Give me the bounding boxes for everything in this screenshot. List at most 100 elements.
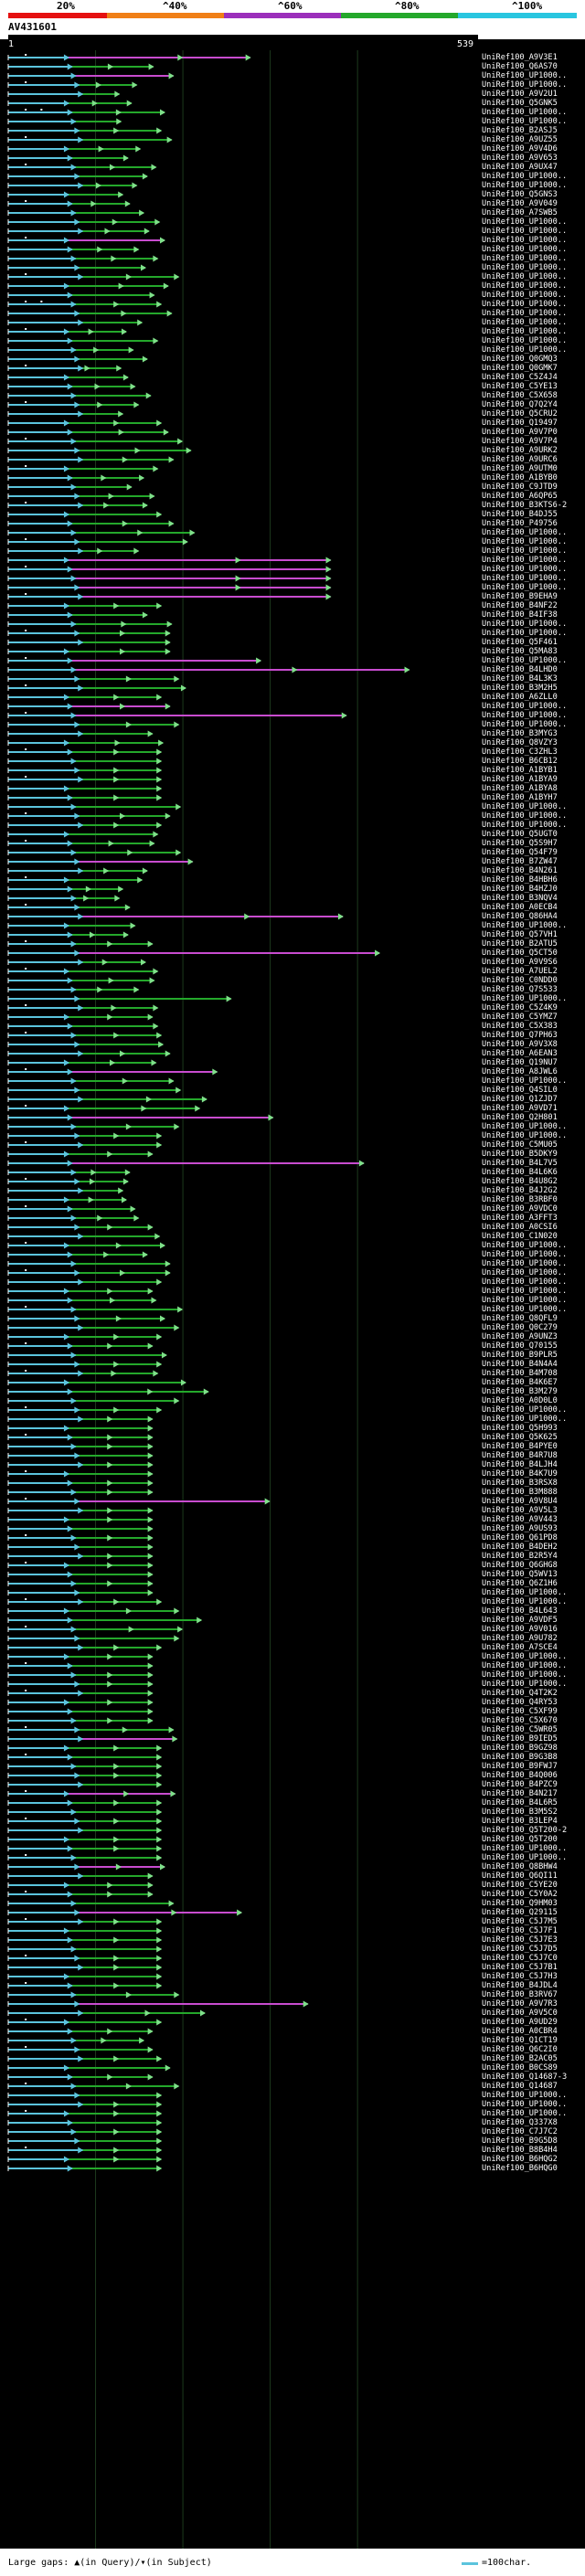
hit-label[interactable]: UniRef100_C5J7C0 (482, 1954, 558, 1963)
hit-label[interactable]: UniRef100_B9FWJ7 (482, 1762, 558, 1771)
hit-label[interactable]: UniRef100_C5Z4J4 (482, 373, 558, 382)
hit-label[interactable]: UniRef100_UP1000.. (482, 1670, 568, 1680)
hit-label[interactable]: UniRef100_B3M279 (482, 1387, 558, 1396)
hit-label[interactable]: UniRef100_C5J7E3 (482, 1935, 558, 1945)
hit-label[interactable]: UniRef100_UP1000.. (482, 546, 568, 556)
hit-label[interactable]: UniRef100_A9URK2 (482, 446, 558, 455)
hit-label[interactable]: UniRef100_C5X383 (482, 1022, 558, 1031)
hit-label[interactable]: UniRef100_UP1000.. (482, 821, 568, 830)
hit-label[interactable]: UniRef100_Q5T200 (482, 1835, 558, 1844)
hit-label[interactable]: UniRef100_UP1000.. (482, 565, 568, 574)
hit-label[interactable]: UniRef100_B4M708 (482, 1369, 558, 1378)
hit-label[interactable]: UniRef100_UP1000.. (482, 245, 568, 254)
hit-label[interactable]: UniRef100_B3KTS6-2 (482, 501, 568, 510)
hit-label[interactable]: UniRef100_Q0GMK7 (482, 364, 558, 373)
hit-label[interactable]: UniRef100_B3RV67 (482, 1990, 558, 1999)
hit-label[interactable]: UniRef100_Q7S533 (482, 985, 558, 994)
hit-label[interactable]: UniRef100_UP1000.. (482, 1597, 568, 1606)
hit-label[interactable]: UniRef100_B4J2G2 (482, 1186, 558, 1195)
hit-label[interactable]: UniRef100_A1BYA8 (482, 784, 558, 793)
hit-label[interactable]: UniRef100_UP1000.. (482, 528, 568, 537)
hit-label[interactable]: UniRef100_A9V8U4 (482, 1497, 558, 1506)
hit-label[interactable]: UniRef100_B9GZ98 (482, 1744, 558, 1753)
hit-label[interactable]: UniRef100_B0CS89 (482, 2063, 558, 2072)
hit-label[interactable]: UniRef100_B6HQG0 (482, 2164, 558, 2173)
hit-label[interactable]: UniRef100_B3RSX8 (482, 1479, 558, 1488)
hit-label[interactable]: UniRef100_A9VD71 (482, 1104, 558, 1113)
hit-label[interactable]: UniRef100_B4HBH6 (482, 875, 558, 885)
hit-label[interactable]: UniRef100_UP1000.. (482, 556, 568, 565)
hit-label[interactable]: UniRef100_UP1000.. (482, 1268, 568, 1277)
hit-label[interactable]: UniRef100_B4L7V5 (482, 1159, 558, 1168)
hit-label[interactable]: UniRef100_A0D0L0 (482, 1396, 558, 1405)
hit-label[interactable]: UniRef100_C5Z4K9 (482, 1003, 558, 1012)
hit-label[interactable]: UniRef100_C5J7B1 (482, 1963, 558, 1972)
hit-label[interactable]: UniRef100_Q6C2I0 (482, 2045, 558, 2054)
hit-label[interactable]: UniRef100_A6QP65 (482, 492, 558, 501)
hit-label[interactable]: UniRef100_UP1000.. (482, 1661, 568, 1670)
hit-label[interactable]: UniRef100_Q5H993 (482, 1424, 558, 1433)
hit-label[interactable]: UniRef100_A9V7P4 (482, 437, 558, 446)
hit-label[interactable]: UniRef100_B2AC05 (482, 2054, 558, 2063)
hit-label[interactable]: UniRef100_UP1000.. (482, 1131, 568, 1140)
hit-label[interactable]: UniRef100_UP1000.. (482, 327, 568, 336)
hit-label[interactable]: UniRef100_UP1000.. (482, 1405, 568, 1415)
hit-label[interactable]: UniRef100_UP1000.. (482, 227, 568, 236)
hit-label[interactable]: UniRef100_Q5GNK5 (482, 99, 558, 108)
hit-label[interactable]: UniRef100_B7ZW47 (482, 857, 558, 866)
hit-label[interactable]: UniRef100_UP1000.. (482, 1076, 568, 1086)
hit-label[interactable]: UniRef100_A9UTM0 (482, 464, 558, 473)
hit-label[interactable]: UniRef100_A9V049 (482, 199, 558, 208)
hit-label[interactable]: UniRef100_UP1000.. (482, 1305, 568, 1314)
hit-label[interactable]: UniRef100_UP1000.. (482, 1277, 568, 1287)
hit-label[interactable]: UniRef100_A9V016 (482, 1625, 558, 1634)
hit-label[interactable]: UniRef100_B3M888 (482, 1488, 558, 1497)
hit-label[interactable]: UniRef100_UP1000.. (482, 711, 568, 720)
hit-label[interactable]: UniRef100_B3LEP4 (482, 1817, 558, 1826)
hit-label[interactable]: UniRef100_Q4RY53 (482, 1698, 558, 1707)
hit-label[interactable]: UniRef100_UP1000.. (482, 2109, 568, 2118)
hit-label[interactable]: UniRef100_B4U8G2 (482, 1177, 558, 1186)
hit-label[interactable]: UniRef100_A9V4D6 (482, 144, 558, 154)
hit-label[interactable]: UniRef100_C5YE13 (482, 382, 558, 391)
hit-label[interactable]: UniRef100_UP1000.. (482, 318, 568, 327)
hit-label[interactable]: UniRef100_Q9HM03 (482, 1899, 558, 1908)
hit-label[interactable]: UniRef100_A1BYB1 (482, 766, 558, 775)
hit-label[interactable]: UniRef100_A9V5L3 (482, 1506, 558, 1515)
hit-label[interactable]: UniRef100_UP1000.. (482, 281, 568, 291)
hit-label[interactable]: UniRef100_UP1000.. (482, 720, 568, 729)
hit-label[interactable]: UniRef100_C1N020 (482, 1232, 558, 1241)
hit-label[interactable]: UniRef100_Q57VH1 (482, 930, 558, 939)
hit-label[interactable]: UniRef100_B4R7U8 (482, 1451, 558, 1460)
hit-label[interactable]: UniRef100_A0CBR4 (482, 2027, 558, 2036)
hit-label[interactable]: UniRef100_C5J7M5 (482, 1917, 558, 1926)
hit-label[interactable]: UniRef100_B4PZC9 (482, 1780, 558, 1789)
hit-label[interactable]: UniRef100_Q19497 (482, 419, 558, 428)
hit-label[interactable]: UniRef100_A0CSI6 (482, 1223, 558, 1232)
hit-label[interactable]: UniRef100_Q0C279 (482, 1323, 558, 1332)
hit-label[interactable]: UniRef100_UP1000.. (482, 921, 568, 930)
hit-label[interactable]: UniRef100_Q19NU7 (482, 1058, 558, 1067)
hit-label[interactable]: UniRef100_A1BYA9 (482, 775, 558, 784)
hit-label[interactable]: UniRef100_B2ATU5 (482, 939, 558, 949)
hit-label[interactable]: UniRef100_A9V3E1 (482, 53, 558, 62)
hit-label[interactable]: UniRef100_B4JDL4 (482, 1981, 558, 1990)
hit-label[interactable]: UniRef100_UP1000.. (482, 620, 568, 629)
hit-label[interactable]: UniRef100_Q5MA83 (482, 647, 558, 656)
hit-label[interactable]: UniRef100_UP1000.. (482, 1250, 568, 1259)
hit-label[interactable]: UniRef100_UP1000.. (482, 2100, 568, 2109)
hit-label[interactable]: UniRef100_C3ZHL3 (482, 747, 558, 757)
hit-label[interactable]: UniRef100_B4L3K3 (482, 674, 558, 684)
hit-label[interactable]: UniRef100_UP1000.. (482, 1652, 568, 1661)
hit-label[interactable]: UniRef100_Q5F461 (482, 638, 558, 647)
hit-label[interactable]: UniRef100_B3M2H5 (482, 684, 558, 693)
hit-label[interactable]: UniRef100_UP1000.. (482, 1122, 568, 1131)
hit-label[interactable]: UniRef100_A7UEL2 (482, 967, 558, 976)
hit-label[interactable]: UniRef100_Q6Z1H6 (482, 1579, 558, 1588)
hit-label[interactable]: UniRef100_B2R5Y4 (482, 1552, 558, 1561)
hit-label[interactable]: UniRef100_A9UNZ3 (482, 1332, 558, 1341)
hit-label[interactable]: UniRef100_B4LJH4 (482, 1460, 558, 1469)
hit-label[interactable]: UniRef100_Q6GHG8 (482, 1561, 558, 1570)
hit-label[interactable]: UniRef100_Q14687 (482, 2082, 558, 2091)
hit-label[interactable]: UniRef100_Q61PD8 (482, 1533, 558, 1542)
